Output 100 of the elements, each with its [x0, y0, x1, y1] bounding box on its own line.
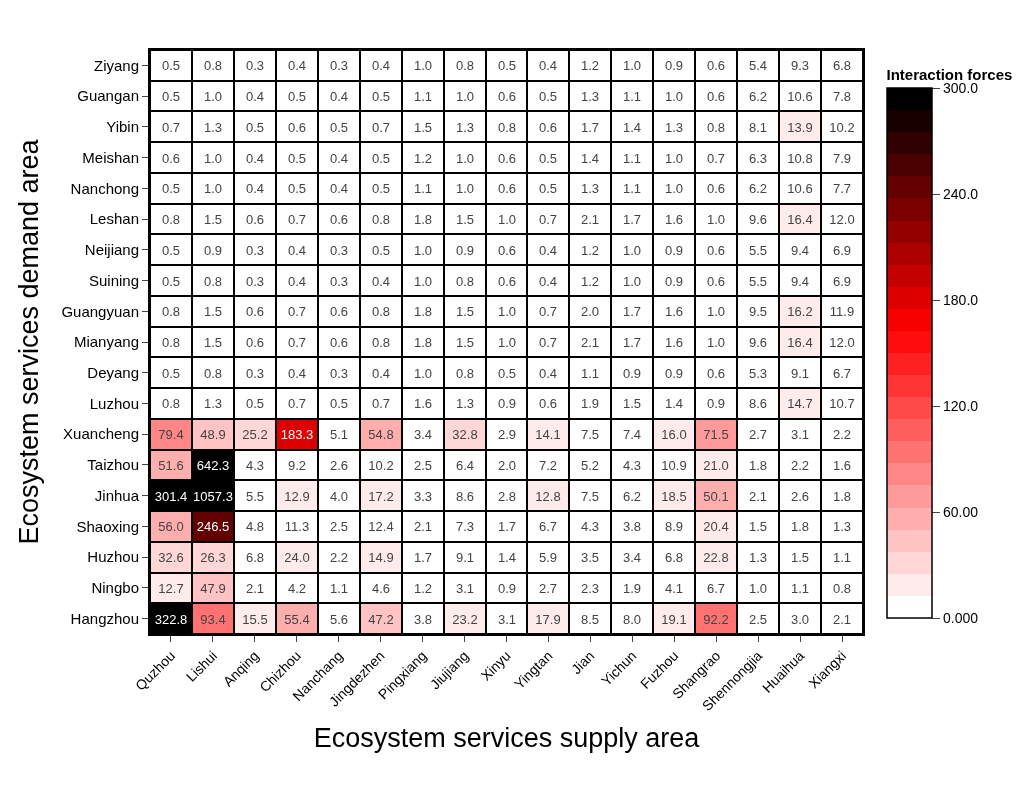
data-label: 2.6 — [329, 457, 349, 473]
data-label: 7.7 — [832, 180, 852, 196]
data-label: 0.5 — [329, 395, 349, 411]
y-tick-label: Shaoxing — [76, 517, 139, 535]
data-label: 1.5 — [748, 518, 768, 534]
data-label: 10.6 — [787, 88, 813, 104]
data-label: 5.5 — [245, 488, 265, 504]
data-label: 9.3 — [790, 57, 810, 73]
data-label: 0.8 — [161, 395, 181, 411]
data-label: 0.9 — [622, 365, 642, 381]
data-label: 3.4 — [622, 549, 642, 565]
data-label: 3.0 — [790, 611, 810, 627]
data-label: 642.3 — [196, 457, 230, 473]
data-label: 10.2 — [829, 119, 855, 135]
data-label: 0.8 — [161, 303, 181, 319]
data-label: 0.7 — [538, 334, 558, 350]
data-label: 12.8 — [535, 488, 561, 504]
data-label: 0.5 — [287, 150, 307, 166]
data-label: 5.3 — [748, 365, 768, 381]
data-label: 1.6 — [664, 211, 684, 227]
y-tick-label: Luzhou — [89, 394, 139, 412]
y-axis-title: Ecosystem services demand area — [13, 138, 44, 545]
data-label: 0.9 — [497, 580, 517, 596]
data-label: 6.2 — [622, 488, 642, 504]
data-label: 1.0 — [497, 303, 517, 319]
data-label: 7.9 — [832, 150, 852, 166]
data-label: 0.3 — [329, 242, 349, 258]
data-label: 22.8 — [703, 549, 729, 565]
data-label: 1.6 — [664, 334, 684, 350]
data-label: 1.7 — [622, 334, 642, 350]
data-label: 15.5 — [242, 611, 268, 627]
data-label: 2.1 — [413, 518, 433, 534]
data-label: 13.9 — [787, 119, 813, 135]
data-label: 3.1 — [497, 611, 517, 627]
data-label: 71.5 — [703, 426, 729, 442]
x-axis-title: Ecosystem services supply area — [313, 722, 701, 753]
data-label: 1.7 — [413, 549, 433, 565]
data-label: 1.0 — [455, 88, 475, 104]
data-label: 5.6 — [329, 611, 349, 627]
data-label: 12.0 — [829, 334, 855, 350]
data-label: 0.9 — [455, 242, 475, 258]
data-label: 0.6 — [245, 211, 265, 227]
data-label: 20.4 — [703, 518, 729, 534]
data-label: 1057.3 — [193, 488, 233, 504]
data-label: 48.9 — [200, 426, 226, 442]
data-label: 322.8 — [154, 611, 188, 627]
data-label: 0.7 — [287, 303, 307, 319]
data-label: 1.6 — [664, 303, 684, 319]
data-label: 12.9 — [284, 488, 310, 504]
data-label: 0.6 — [497, 242, 517, 258]
data-label: 0.9 — [664, 242, 684, 258]
data-label: 1.3 — [664, 119, 684, 135]
data-label: 6.7 — [832, 365, 852, 381]
data-label: 1.0 — [497, 334, 517, 350]
data-label: 1.3 — [203, 395, 223, 411]
data-label: 0.4 — [371, 57, 391, 73]
data-label: 1.0 — [706, 303, 726, 319]
data-label: 0.5 — [371, 180, 391, 196]
y-tick-label: Guangyuan — [61, 302, 139, 320]
data-label: 0.6 — [706, 365, 726, 381]
data-label: 5.5 — [748, 242, 768, 258]
data-label: 1.3 — [455, 395, 475, 411]
data-label: 8.6 — [748, 395, 768, 411]
data-label: 1.8 — [748, 457, 768, 473]
data-label: 0.3 — [245, 57, 265, 73]
data-label: 8.9 — [664, 518, 684, 534]
data-label: 12.0 — [829, 211, 855, 227]
data-label: 9.1 — [455, 549, 475, 565]
data-label: 1.9 — [622, 580, 642, 596]
data-label: 0.3 — [245, 365, 265, 381]
y-tick-label: Leshan — [89, 210, 139, 228]
data-label: 2.7 — [538, 580, 558, 596]
data-label: 8.6 — [455, 488, 475, 504]
data-label: 9.2 — [287, 457, 307, 473]
data-label: 0.9 — [664, 273, 684, 289]
data-label: 16.4 — [787, 211, 813, 227]
data-label: 0.9 — [706, 395, 726, 411]
data-label: 1.0 — [664, 88, 684, 104]
data-label: 3.1 — [455, 580, 475, 596]
data-label: 2.2 — [832, 426, 852, 442]
data-label: 0.6 — [245, 303, 265, 319]
data-label: 4.8 — [245, 518, 265, 534]
data-label: 0.6 — [706, 242, 726, 258]
data-label: 1.0 — [706, 334, 726, 350]
data-label: 2.7 — [748, 426, 768, 442]
data-label: 0.5 — [245, 119, 265, 135]
data-label: 10.2 — [368, 457, 394, 473]
data-label: 5.1 — [329, 426, 349, 442]
data-label: 1.5 — [203, 211, 223, 227]
data-label: 0.5 — [161, 365, 181, 381]
data-label: 1.4 — [622, 119, 642, 135]
y-tick-label: Ningbo — [91, 579, 139, 597]
color-bar-label: 60.00 — [943, 503, 979, 520]
data-label: 0.4 — [287, 273, 307, 289]
data-label: 51.6 — [158, 457, 184, 473]
data-label: 1.5 — [203, 303, 223, 319]
data-label: 7.3 — [455, 518, 475, 534]
data-label: 1.7 — [622, 211, 642, 227]
y-tick-label: Yibin — [106, 118, 139, 136]
data-label: 12.7 — [158, 580, 184, 596]
